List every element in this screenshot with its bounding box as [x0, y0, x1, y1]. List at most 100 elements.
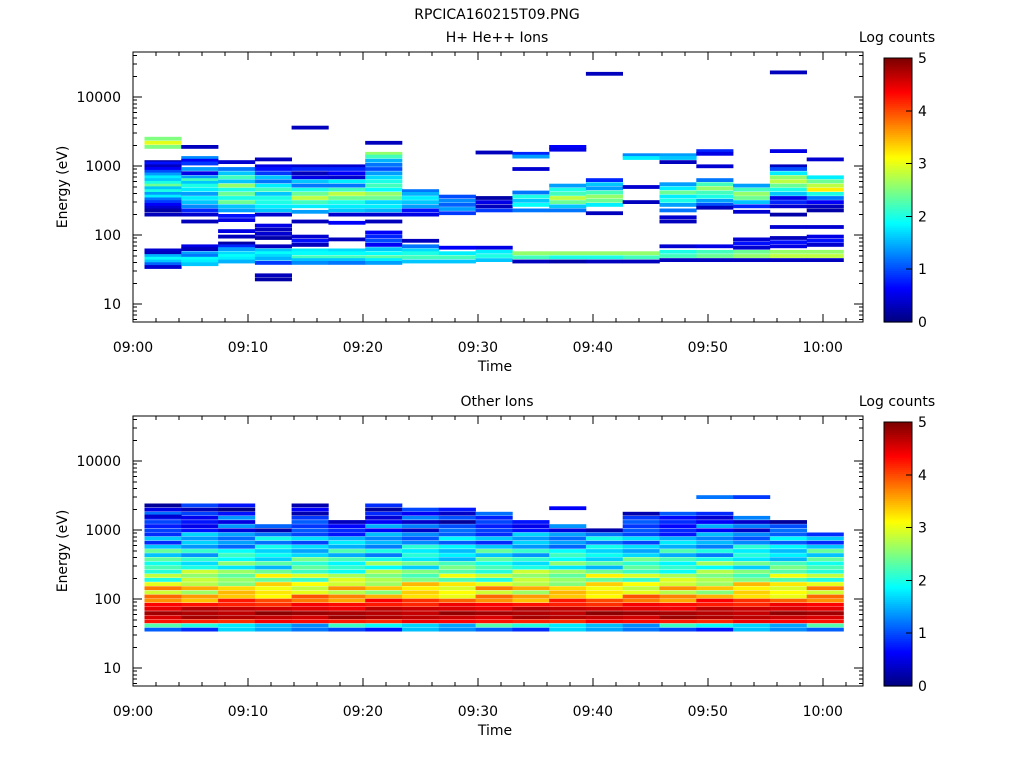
- heatmap-cell: [181, 507, 219, 512]
- heatmap-cell: [622, 557, 660, 562]
- heatmap-cell: [549, 619, 587, 624]
- colorbar-swatch: [884, 136, 912, 140]
- heatmap-cell: [475, 208, 513, 213]
- colorbar-swatch: [884, 256, 912, 259]
- colorbar-swatch: [884, 597, 912, 600]
- heatmap-cell: [475, 549, 513, 553]
- heatmap-cell: [181, 180, 219, 185]
- heatmap-cell: [144, 611, 182, 615]
- heatmap-cell: [181, 259, 219, 264]
- colorbar-swatch: [884, 560, 912, 563]
- colorbar-swatch: [884, 444, 912, 448]
- heatmap-cell: [659, 573, 697, 578]
- colorbar-swatch: [884, 473, 912, 477]
- heatmap-cell: [659, 590, 697, 595]
- heatmap-cell: [218, 179, 256, 184]
- heatmap-cell: [402, 619, 440, 624]
- heatmap-cell: [733, 183, 771, 188]
- colorbar-swatch: [884, 148, 912, 152]
- colorbar-swatch: [884, 284, 912, 288]
- heatmap-cell: [549, 532, 587, 537]
- colorbar-swatch: [884, 276, 912, 280]
- panel2-heatmap-cells: [144, 495, 844, 632]
- heatmap-cell: [218, 598, 256, 603]
- colorbar-swatch: [884, 679, 912, 683]
- heatmap-cell: [402, 582, 440, 586]
- colorbar-swatch: [884, 467, 912, 471]
- heatmap-cell: [402, 623, 440, 628]
- colorbar-swatch: [884, 62, 912, 65]
- colorbar-swatch: [884, 315, 912, 319]
- heatmap-cell: [549, 549, 587, 553]
- heatmap-cell: [696, 182, 734, 187]
- heatmap-cell: [696, 532, 734, 537]
- colorbar-swatch: [884, 196, 912, 199]
- heatmap-cell: [512, 553, 550, 557]
- heatmap-cell: [402, 553, 440, 557]
- heatmap-cell: [622, 200, 660, 204]
- heatmap-cell: [402, 208, 440, 213]
- heatmap-cell: [659, 602, 697, 607]
- heatmap-cell: [291, 261, 329, 265]
- heatmap-cell: [659, 623, 697, 628]
- heatmap-cell: [806, 238, 844, 243]
- heatmap-cell: [328, 532, 366, 537]
- colorbar-swatch: [884, 613, 912, 617]
- heatmap-cell: [291, 573, 329, 578]
- heatmap-cell: [218, 532, 256, 537]
- heatmap-cell: [402, 607, 440, 611]
- heatmap-cell: [254, 561, 292, 566]
- heatmap-cell: [512, 167, 550, 171]
- colorbar-tick-label: 1: [918, 626, 927, 642]
- colorbar-swatch: [884, 490, 912, 493]
- colorbar-swatch: [884, 105, 912, 109]
- colorbar-swatch: [884, 485, 912, 489]
- colorbar-swatch: [884, 220, 912, 224]
- panel1-axis-ticks: 09:00 09:10 09:20 09:30 09:40 09:50 10:00 10 100…: [76, 52, 863, 356]
- heatmap-cell: [622, 627, 660, 632]
- heatmap-cell: [365, 549, 403, 553]
- heatmap-cell: [144, 619, 182, 624]
- heatmap-cell: [512, 520, 550, 524]
- colorbar-swatch: [884, 599, 912, 603]
- heatmap-cell: [806, 183, 844, 188]
- heatmap-cell: [585, 594, 623, 599]
- heatmap-cell: [512, 198, 550, 203]
- heatmap-cell: [622, 251, 660, 256]
- heatmap-cell: [254, 615, 292, 620]
- heatmap-cell: [144, 167, 182, 171]
- heatmap-cell: [585, 569, 623, 574]
- heatmap-cell: [144, 557, 182, 562]
- heatmap-cell: [475, 611, 513, 615]
- heatmap-cell: [733, 495, 771, 499]
- heatmap-cell: [254, 204, 292, 209]
- heatmap-cell: [181, 627, 219, 632]
- heatmap-cell: [549, 627, 587, 632]
- colorbar-swatch: [884, 82, 912, 86]
- colorbar-swatch: [884, 173, 912, 177]
- panel2-colorbar-label: Log counts: [859, 394, 935, 410]
- heatmap-cell: [254, 528, 292, 533]
- heatmap-cell: [328, 183, 366, 188]
- heatmap-cell: [512, 259, 550, 264]
- heatmap-cell: [291, 167, 329, 171]
- heatmap-cell: [291, 183, 329, 188]
- colorbar-swatch: [884, 525, 912, 528]
- heatmap-cell: [328, 607, 366, 611]
- heatmap-cell: [659, 203, 697, 207]
- heatmap-cell: [218, 229, 256, 233]
- colorbar-swatch: [884, 564, 912, 567]
- heatmap-cell: [291, 209, 329, 214]
- heatmap-cell: [218, 208, 256, 213]
- heatmap-cell: [696, 205, 734, 210]
- heatmap-cell: [585, 627, 623, 632]
- heatmap-cell: [402, 602, 440, 607]
- heatmap-cell: [328, 200, 366, 204]
- heatmap-cell: [512, 528, 550, 533]
- heatmap-cell: [144, 161, 182, 166]
- heatmap-cell: [218, 540, 256, 545]
- heatmap-cell: [181, 515, 219, 520]
- colorbar-swatch: [884, 86, 912, 90]
- heatmap-cell: [254, 223, 292, 228]
- heatmap-cell: [659, 540, 697, 545]
